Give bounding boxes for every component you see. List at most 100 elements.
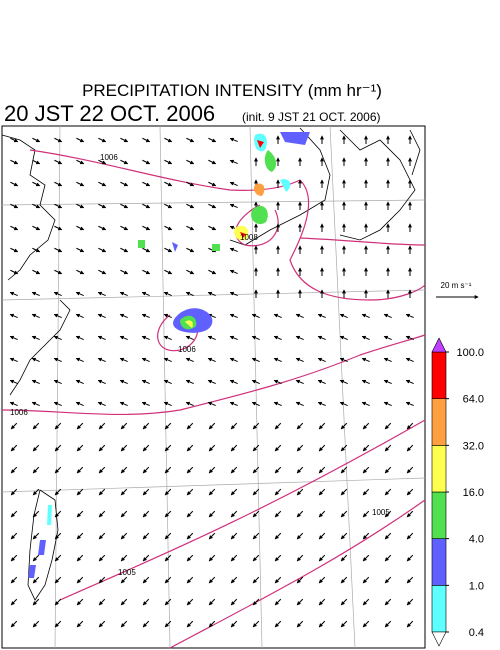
wind-arrow bbox=[31, 379, 40, 385]
wind-arrow bbox=[252, 444, 260, 452]
isobar-label: 1006 bbox=[10, 408, 28, 417]
wind-arrow bbox=[164, 554, 172, 562]
wind-arrow bbox=[142, 247, 151, 253]
isobar-label: 1005 bbox=[372, 508, 390, 517]
wind-arrow bbox=[273, 379, 282, 385]
wind-arrow bbox=[98, 269, 107, 275]
colorbar-label: 16.0 bbox=[463, 487, 484, 499]
wind-arrow bbox=[75, 335, 84, 341]
wind-arrow bbox=[164, 510, 172, 518]
wind-arrow bbox=[164, 137, 173, 143]
wind-arrow bbox=[406, 466, 414, 474]
wind-arrow bbox=[362, 598, 370, 606]
wind-arrow bbox=[296, 510, 304, 518]
wind-arrow bbox=[141, 335, 150, 341]
wind-arrow bbox=[75, 357, 84, 363]
wind-arrow bbox=[296, 422, 304, 430]
wind-arrow bbox=[384, 598, 392, 606]
wind-arrow bbox=[274, 488, 282, 496]
wind-arrow bbox=[97, 401, 106, 407]
wind-arrow bbox=[229, 335, 238, 341]
wind-arrow bbox=[163, 357, 172, 363]
wind-arrow bbox=[97, 335, 106, 341]
wind-arrow bbox=[10, 203, 19, 209]
wind-arrow bbox=[142, 181, 151, 187]
wind-arrow bbox=[405, 379, 414, 385]
wind-arrow bbox=[10, 247, 19, 253]
wind-arrow bbox=[54, 444, 62, 452]
wind-arrow bbox=[76, 225, 85, 231]
wind-arrow bbox=[229, 357, 238, 363]
wind-arrow bbox=[361, 401, 370, 407]
map-frame bbox=[1, 125, 426, 649]
wind-arrow bbox=[120, 269, 129, 275]
wind-arrow bbox=[296, 554, 304, 562]
wind-arrow bbox=[141, 401, 150, 407]
wind-arrow bbox=[406, 532, 414, 540]
wind-arrow bbox=[317, 379, 326, 385]
wind-arrow bbox=[54, 532, 62, 540]
wind-arrow bbox=[142, 532, 150, 540]
wind-arrow bbox=[406, 510, 414, 518]
wind-arrow bbox=[208, 159, 217, 165]
wind-arrow bbox=[54, 620, 62, 628]
wind-arrow bbox=[383, 357, 392, 363]
wind-arrow bbox=[76, 422, 84, 430]
wind-arrow bbox=[317, 335, 326, 341]
wind-arrow bbox=[208, 203, 217, 209]
wind-arrow bbox=[383, 313, 392, 319]
wind-arrow bbox=[98, 554, 106, 562]
wind-arrow bbox=[405, 401, 414, 407]
wind-arrow bbox=[142, 137, 151, 143]
wind-arrow bbox=[142, 510, 150, 518]
wind-arrow bbox=[164, 488, 172, 496]
wind-arrow bbox=[32, 203, 41, 209]
wind-arrow bbox=[97, 291, 106, 297]
wind-arrow bbox=[10, 598, 18, 606]
isobar-label: 1008 bbox=[240, 233, 258, 242]
wind-arrow bbox=[339, 313, 348, 319]
wind-arrow bbox=[120, 620, 128, 628]
wind-arrow bbox=[142, 203, 151, 209]
wind-arrow bbox=[53, 379, 62, 385]
wind-arrow bbox=[76, 488, 84, 496]
colorbar-segment bbox=[431, 398, 447, 446]
wind-arrow bbox=[318, 488, 326, 496]
wind-arrow bbox=[296, 620, 304, 628]
isobar-label: 1006 bbox=[100, 153, 118, 162]
wind-arrow bbox=[120, 576, 128, 584]
wind-arrow bbox=[164, 620, 172, 628]
wind-arrow bbox=[54, 466, 62, 474]
wind-arrow bbox=[164, 181, 173, 187]
wind-arrow bbox=[31, 357, 40, 363]
wind-arrow bbox=[185, 379, 194, 385]
wind-arrow bbox=[32, 444, 40, 452]
wind-arrow bbox=[119, 335, 128, 341]
wind-arrow bbox=[142, 159, 151, 165]
wind-arrows bbox=[9, 135, 414, 628]
wind-arrow bbox=[98, 203, 107, 209]
wind-arrow bbox=[384, 466, 392, 474]
wind-arrow bbox=[362, 488, 370, 496]
wind-arrow bbox=[97, 313, 106, 319]
wind-arrow bbox=[142, 488, 150, 496]
wind-arrow bbox=[273, 357, 282, 363]
wind-arrow bbox=[53, 335, 62, 341]
wind-arrow bbox=[98, 247, 107, 253]
wind-arrow bbox=[164, 422, 172, 430]
wind-arrow bbox=[186, 203, 195, 209]
wind-arrow bbox=[340, 510, 348, 518]
wind-arrow bbox=[54, 576, 62, 584]
wind-arrow bbox=[229, 203, 238, 209]
wind-arrow bbox=[207, 401, 216, 407]
wind-arrow bbox=[120, 159, 129, 165]
wind-arrow bbox=[208, 510, 216, 518]
wind-arrow bbox=[76, 532, 84, 540]
wind-arrow bbox=[406, 444, 414, 452]
wind-arrow bbox=[31, 291, 40, 297]
wind-arrow bbox=[230, 466, 238, 474]
wind-arrow bbox=[76, 466, 84, 474]
wind-arrow bbox=[32, 181, 41, 187]
wind-arrow bbox=[10, 488, 18, 496]
wind-arrow bbox=[229, 291, 238, 297]
